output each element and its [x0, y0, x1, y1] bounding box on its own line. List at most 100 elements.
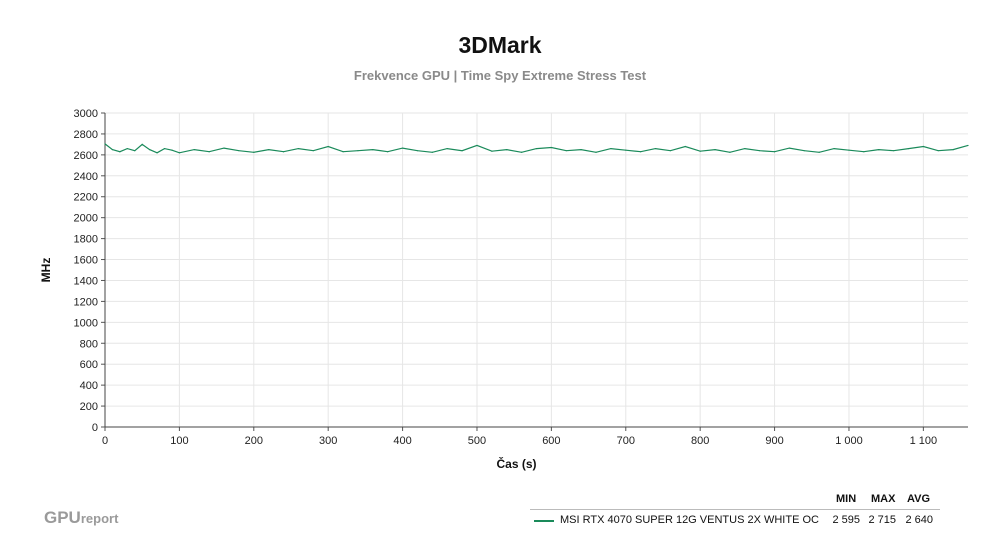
x-tick-label: 1 100 [910, 435, 938, 447]
x-tick-label: 400 [393, 435, 411, 447]
legend-series-name: MSI RTX 4070 SUPER 12G VENTUS 2X WHITE O… [560, 514, 819, 526]
y-tick-label: 1000 [74, 317, 98, 329]
legend-max-value: 2 715 [868, 514, 896, 526]
y-axis-title: MHz [39, 258, 53, 283]
data-point [223, 147, 225, 149]
legend-min-value: 2 595 [832, 514, 860, 526]
data-point [893, 150, 895, 152]
data-point [193, 149, 195, 151]
legend-header-min: MIN [836, 493, 857, 505]
data-point [268, 149, 270, 151]
data-point [535, 147, 538, 150]
legend-header-max: MAX [871, 493, 896, 505]
data-point [327, 145, 329, 148]
data-point [282, 151, 285, 153]
data-point [178, 152, 180, 154]
data-point [297, 147, 300, 150]
x-tick-label: 0 [102, 435, 108, 447]
data-point [818, 151, 820, 153]
legend-divider [530, 509, 940, 510]
data-point [506, 149, 508, 151]
data-point [565, 150, 567, 152]
chart-title: 3DMark [458, 32, 542, 58]
x-tick-label: 200 [245, 435, 263, 447]
legend-swatch [534, 520, 554, 522]
data-point [521, 151, 523, 153]
data-point [833, 147, 835, 150]
data-point [952, 149, 954, 151]
data-point [387, 151, 389, 153]
data-point [848, 149, 850, 151]
data-point [937, 150, 939, 152]
data-point [134, 150, 136, 152]
x-tick-label: 600 [542, 435, 560, 447]
data-point [156, 152, 158, 154]
y-tick-label: 1800 [74, 234, 98, 246]
data-point [610, 147, 612, 150]
legend-header-avg: AVG [907, 493, 931, 505]
data-point [922, 145, 924, 148]
data-point [788, 147, 791, 149]
x-tick-label: 800 [691, 435, 709, 447]
data-point [141, 143, 143, 145]
data-point [640, 151, 642, 153]
data-point [907, 147, 910, 150]
y-tick-label: 1200 [74, 296, 98, 308]
x-tick-label: 500 [468, 435, 486, 447]
data-point [580, 149, 582, 151]
data-point [669, 150, 672, 152]
x-tick-label: 700 [617, 435, 635, 447]
data-point [491, 150, 493, 152]
y-tick-label: 0 [92, 422, 98, 434]
x-tick-label: 900 [765, 435, 783, 447]
data-point [684, 145, 686, 148]
y-tick-label: 1600 [74, 255, 98, 267]
y-tick-label: 2000 [74, 213, 98, 225]
data-point [238, 150, 240, 152]
y-tick-label: 2200 [74, 192, 98, 204]
data-point [744, 147, 746, 150]
data-point [863, 151, 865, 153]
data-point [416, 150, 419, 152]
y-tick-label: 2800 [74, 129, 98, 141]
y-tick-label: 800 [80, 338, 98, 350]
data-point [357, 150, 359, 152]
x-tick-label: 100 [170, 435, 188, 447]
data-point [253, 151, 255, 153]
data-point [878, 149, 880, 151]
data-point [446, 147, 448, 150]
data-point [401, 147, 404, 149]
data-point [126, 147, 128, 150]
y-tick-label: 3000 [74, 108, 98, 120]
y-tick-label: 1400 [74, 275, 98, 287]
y-tick-label: 400 [80, 380, 98, 392]
data-point [773, 151, 776, 153]
data-point [595, 151, 597, 153]
data-point [312, 150, 314, 152]
logo-main: GPU [44, 508, 81, 527]
data-point [759, 150, 761, 152]
data-point [550, 146, 552, 149]
legend-avg-value: 2 640 [905, 514, 933, 526]
data-point [372, 149, 374, 151]
data-point [119, 151, 121, 153]
y-tick-label: 600 [80, 359, 98, 371]
data-point [208, 151, 210, 153]
logo-suffix: report [80, 511, 119, 526]
x-tick-label: 1 000 [835, 435, 863, 447]
data-point [104, 143, 106, 145]
legend-row: MSI RTX 4070 SUPER 12G VENTUS 2X WHITE O… [530, 514, 940, 530]
series-line [104, 143, 969, 154]
data-point [625, 149, 627, 151]
y-tick-label: 200 [80, 401, 98, 413]
data-point [111, 149, 114, 151]
data-point [714, 149, 716, 151]
data-point [729, 151, 731, 153]
data-point [654, 147, 657, 150]
data-point [699, 150, 701, 152]
x-tick-label: 300 [319, 435, 337, 447]
x-axis-title: Čas (s) [496, 456, 536, 471]
data-point [461, 150, 463, 152]
gpureport-logo: GPUreport [44, 508, 118, 528]
data-point [149, 149, 151, 151]
